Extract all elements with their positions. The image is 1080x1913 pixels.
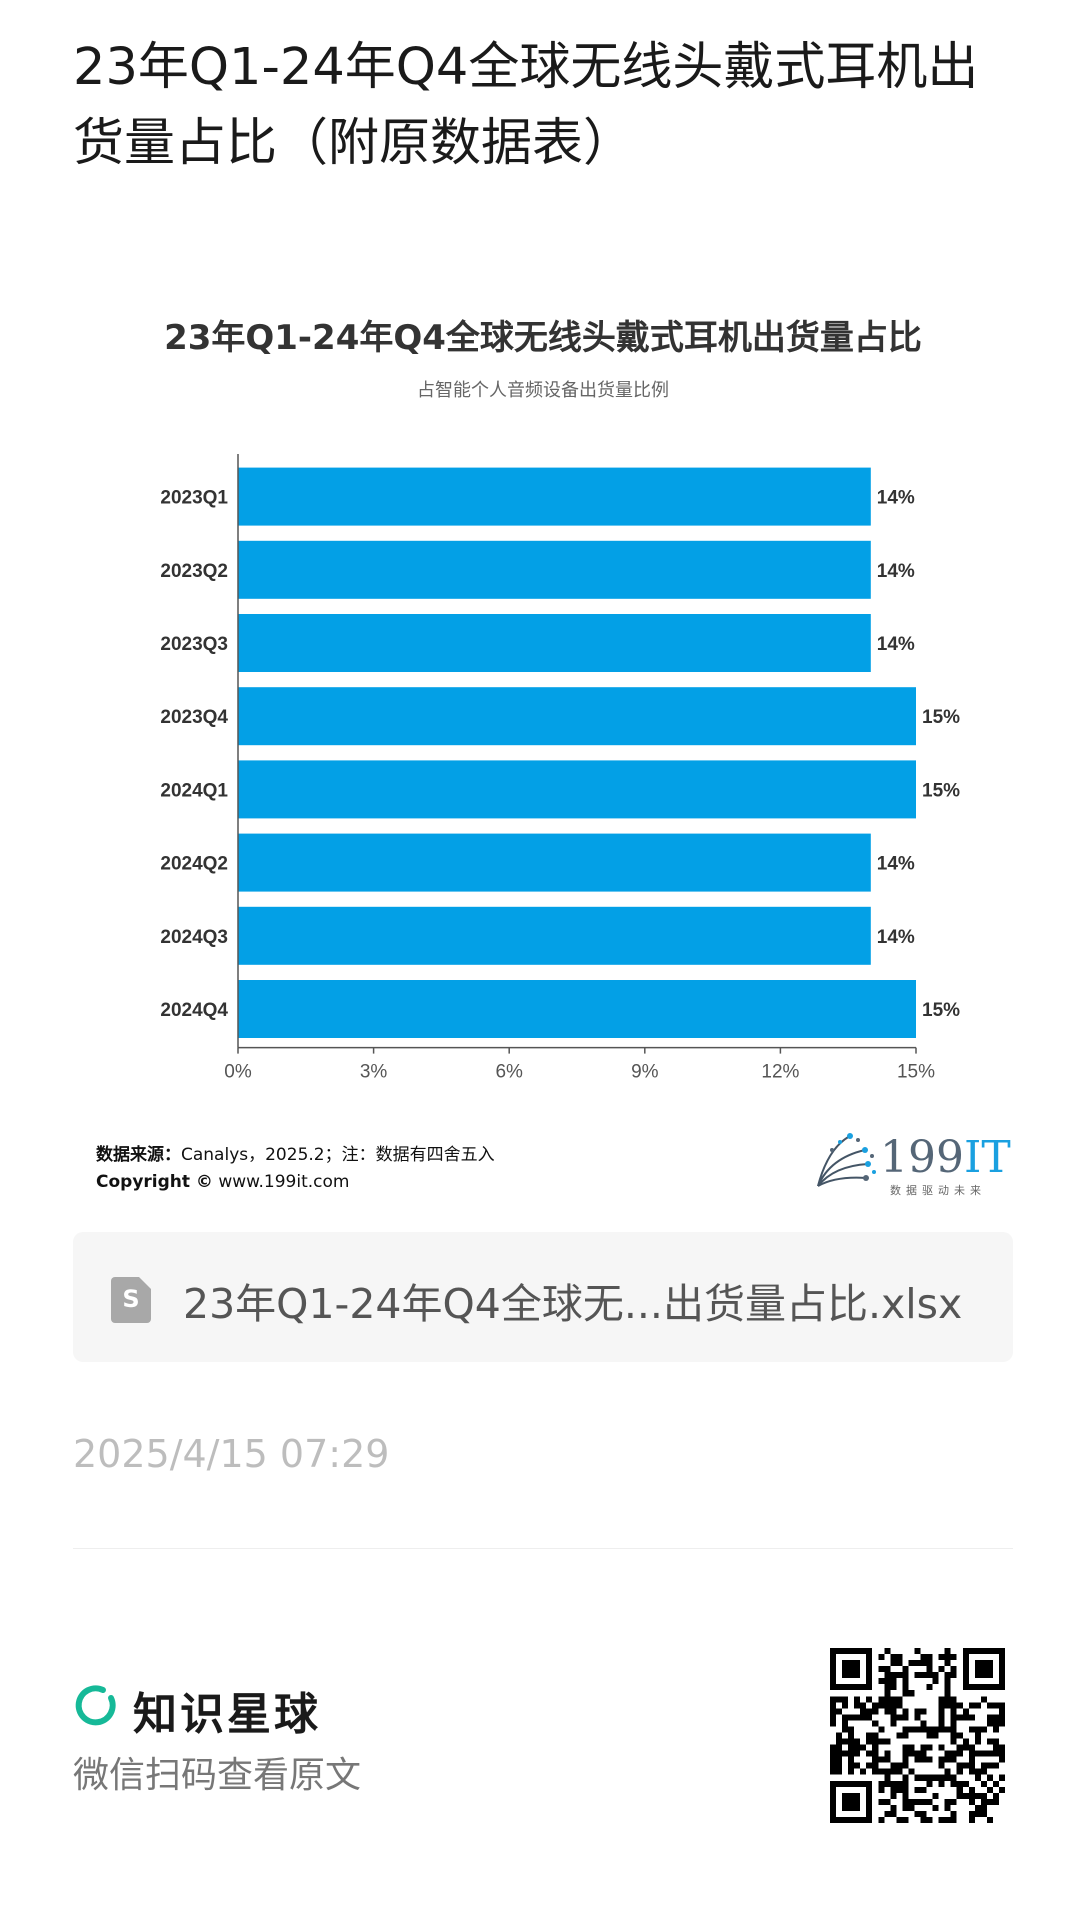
chart-title: 23年Q1-24年Q4全球无线头戴式耳机出货量占比 bbox=[164, 318, 922, 358]
category-label: 2024Q1 bbox=[160, 780, 228, 801]
post-title: 23年Q1-24年Q4全球无线头戴式耳机出货量占比（附原数据表） bbox=[73, 38, 979, 173]
x-tick-label: 15% bbox=[897, 1062, 935, 1083]
category-label: 2024Q3 bbox=[160, 927, 228, 948]
zsxq-logo-icon bbox=[75, 1685, 116, 1726]
source-text: Canalys，2025.2；注：数据有四舍五入 bbox=[181, 1145, 495, 1165]
value-label: 14% bbox=[877, 561, 915, 582]
logo-tagline: 数据驱动未来 bbox=[890, 1184, 986, 1197]
chart-subtitle: 占智能个人音频设备出货量比例 bbox=[417, 380, 669, 401]
x-tick-label: 3% bbox=[360, 1062, 388, 1083]
value-label: 14% bbox=[877, 927, 915, 948]
bar-2024Q4 bbox=[238, 980, 916, 1038]
category-label: 2023Q2 bbox=[160, 561, 228, 582]
category-label: 2024Q2 bbox=[160, 854, 228, 875]
copyright: Copyright © www.199it.com bbox=[96, 1172, 349, 1192]
bar-2023Q1 bbox=[238, 467, 871, 526]
dandelion-logo-icon bbox=[817, 1133, 876, 1187]
bar-2024Q1 bbox=[238, 760, 916, 819]
value-label: 14% bbox=[877, 634, 915, 655]
scan-hint: 微信扫码查看原文 bbox=[73, 1755, 362, 1796]
value-label: 15% bbox=[922, 1000, 960, 1021]
bar-2023Q3 bbox=[238, 614, 871, 672]
divider bbox=[73, 1548, 1013, 1549]
attachment-card[interactable]: S 23年Q1-24年Q4全球无...出货量占比.xlsx bbox=[73, 1232, 1013, 1362]
value-label: 14% bbox=[877, 854, 915, 875]
bar-2023Q2 bbox=[238, 540, 871, 599]
value-label: 15% bbox=[922, 780, 960, 801]
attachment-file-name[interactable]: 23年Q1-24年Q4全球无...出货量占比.xlsx bbox=[183, 1280, 963, 1328]
value-label: 15% bbox=[922, 707, 960, 728]
category-label: 2023Q1 bbox=[160, 488, 228, 509]
logo-wordmark: 199IT bbox=[880, 1132, 1011, 1183]
chart-card: 23年Q1-24年Q4全球无线头戴式耳机出货量占比 占智能个人音频设备出货量比例… bbox=[73, 290, 1013, 1210]
post-timestamp: 2025/4/15 07:29 bbox=[73, 1432, 390, 1476]
value-label: 14% bbox=[877, 488, 915, 509]
copyright-text: www.199it.com bbox=[212, 1172, 350, 1192]
x-tick-label: 6% bbox=[495, 1062, 523, 1083]
category-label: 2023Q3 bbox=[160, 634, 228, 655]
copyright-label: Copyright © bbox=[96, 1172, 213, 1192]
199it-logo: 199IT 数据驱动未来 bbox=[810, 1128, 1011, 1198]
brand-name: 知识星球 bbox=[133, 1689, 321, 1740]
data-source: 数据来源：Canalys，2025.2；注：数据有四舍五入 bbox=[96, 1140, 495, 1165]
bar-2024Q3 bbox=[238, 906, 871, 965]
qr-code-icon[interactable] bbox=[830, 1648, 1005, 1823]
bar-2023Q4 bbox=[238, 687, 916, 746]
x-tick-label: 9% bbox=[631, 1062, 659, 1083]
spreadsheet-file-icon: S bbox=[111, 1277, 151, 1323]
category-label: 2024Q4 bbox=[160, 1000, 228, 1021]
bar-chart: 2023Q1 14% 2023Q2 14% 2023Q3 14% 2023Q4 15% 2024… bbox=[160, 454, 960, 1083]
x-tick-label: 12% bbox=[761, 1062, 799, 1083]
category-label: 2023Q4 bbox=[160, 707, 228, 728]
source-label: 数据来源： bbox=[96, 1145, 181, 1165]
x-tick-label: 0% bbox=[224, 1062, 252, 1083]
bar-2024Q2 bbox=[238, 833, 871, 892]
